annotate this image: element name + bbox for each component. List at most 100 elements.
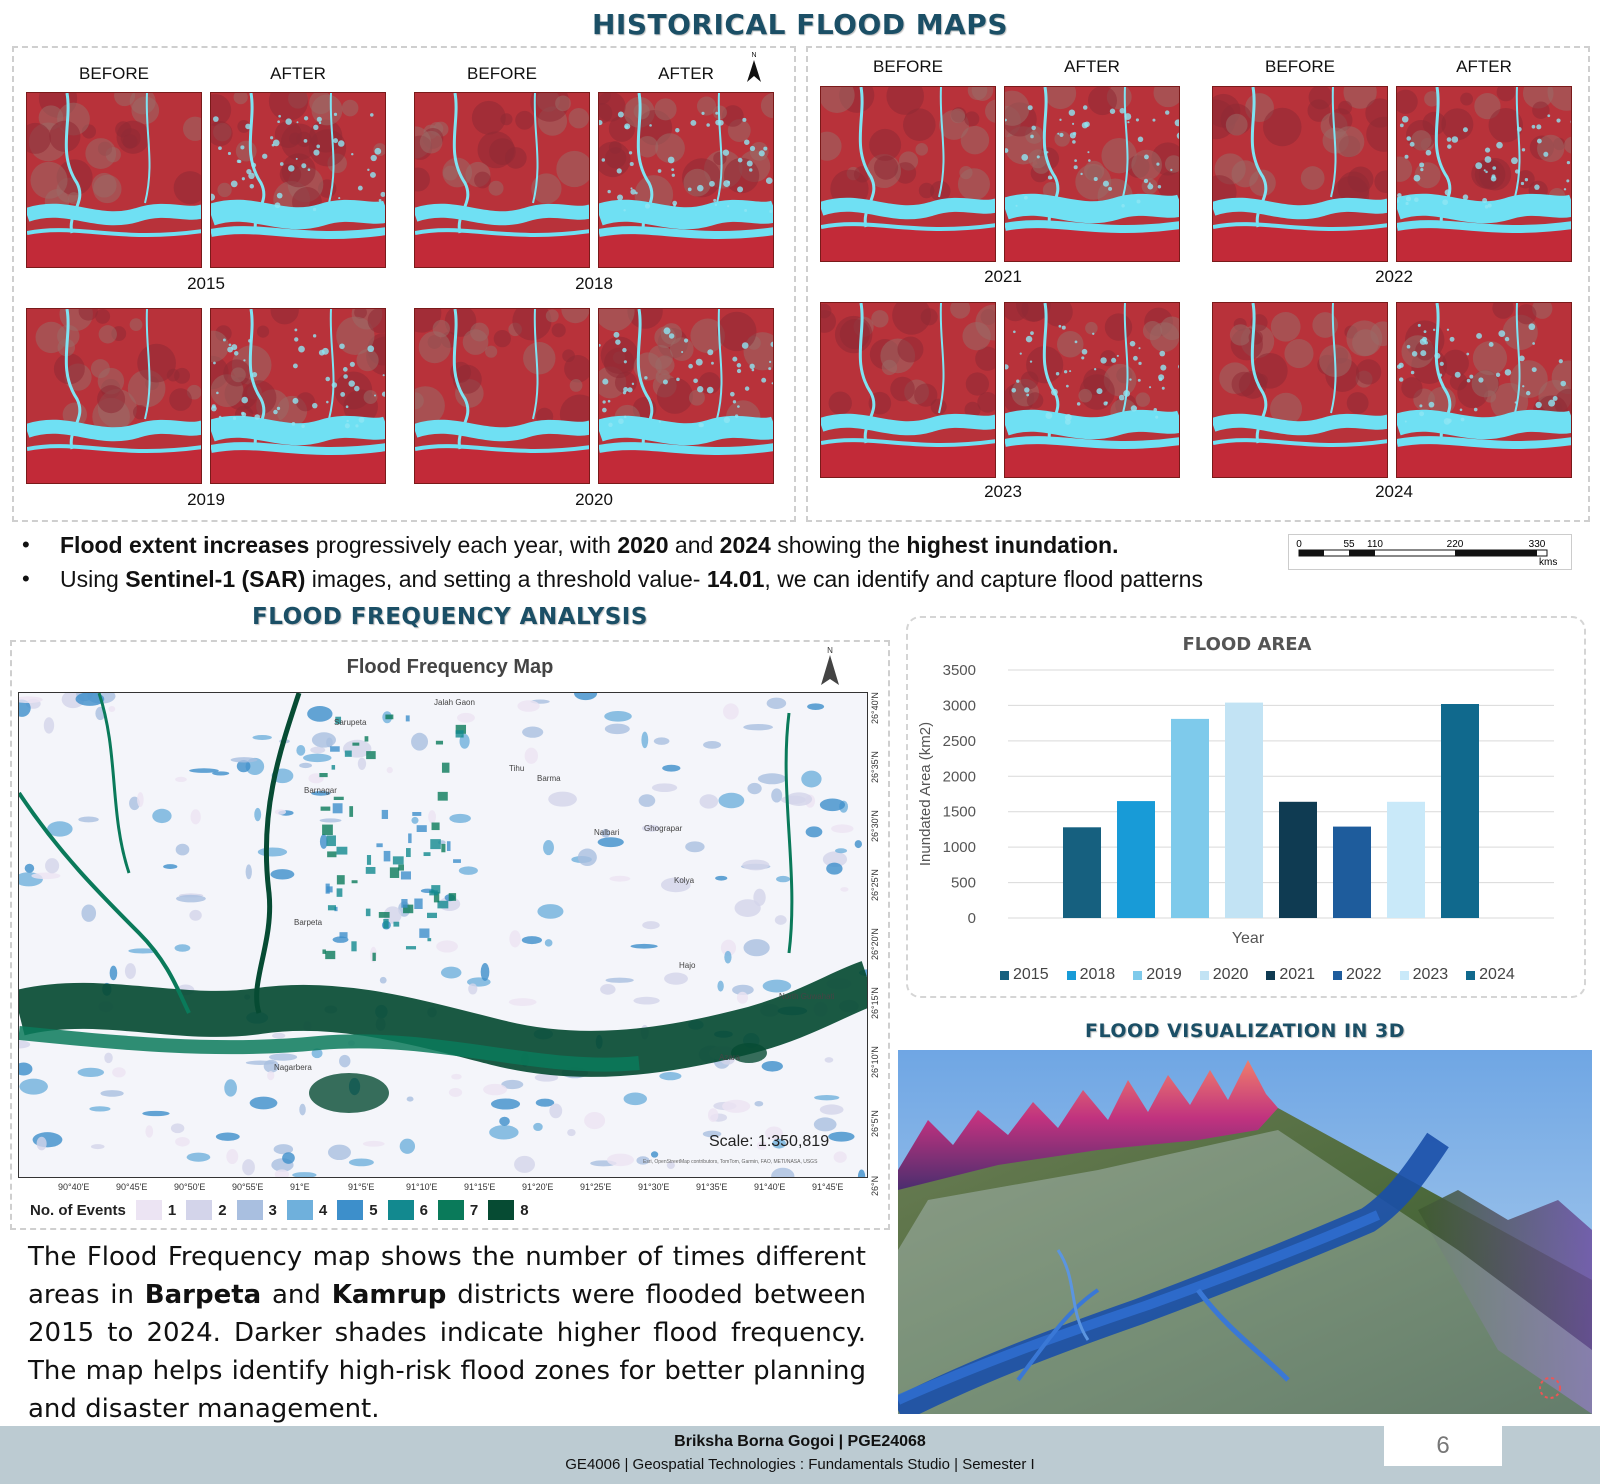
legend-label: 2021 (1279, 966, 1315, 983)
longitude-label: 91°5'E (348, 1182, 375, 1192)
events-swatch (236, 1200, 263, 1220)
longitude-label: 91°10'E (406, 1182, 438, 1192)
scale-tick: 55 (1343, 539, 1355, 550)
events-swatch (387, 1200, 414, 1220)
legend-label: 2015 (1013, 966, 1049, 983)
footer: Briksha Borna Gogoi | PGE24068 GE4006 | … (0, 1426, 1600, 1484)
place-label: Ghograpar (644, 824, 683, 833)
events-legend-title: No. of Events (30, 1201, 126, 1219)
desc-part: districts were flooded between 2015 to 2… (28, 1280, 866, 1424)
events-count-label: 4 (318, 1201, 328, 1219)
scale-tick: 220 (1447, 539, 1464, 550)
legend-swatch (1332, 970, 1342, 980)
finding-2-part: Using (60, 566, 126, 592)
frequency-map-title: Flood Frequency Map (346, 656, 554, 678)
y-axis-label: Inundated Area (km2) (917, 722, 934, 866)
year-label: 2018 (575, 274, 613, 293)
chart-title: FLOOD AREA (1183, 634, 1312, 655)
longitude-label: 90°45'E (116, 1182, 148, 1192)
before-label: BEFORE (467, 64, 537, 83)
place-label: Azara (719, 1053, 740, 1062)
finding-1-part: progressively each year, with (309, 532, 618, 558)
y-tick-label: 500 (951, 875, 976, 892)
after-label: AFTER (1064, 57, 1120, 76)
y-tick-label: 1000 (943, 839, 976, 856)
legend-swatch (1066, 970, 1076, 980)
legend-swatch (1266, 970, 1276, 980)
longitude-label: 90°40'E (58, 1182, 90, 1192)
longitude-label: 91°30'E (638, 1182, 670, 1192)
legend-item: 2021 (1266, 966, 1315, 984)
year-label: 2021 (984, 267, 1022, 286)
legend-swatch (1133, 970, 1143, 980)
legend-item: 2024 (1466, 966, 1515, 984)
events-count-label: 8 (520, 1201, 529, 1219)
viz3d-nav-icon (1539, 1377, 1561, 1399)
events-swatch (437, 1200, 464, 1220)
longitude-label: 91°20'E (522, 1182, 554, 1192)
after-satellite-image (598, 92, 774, 268)
bar-2020 (1225, 702, 1263, 918)
latitude-label: 26°20'N (870, 928, 880, 960)
scale-unit: kms (1539, 557, 1557, 568)
before-satellite-image (414, 308, 590, 484)
before-satellite-image (26, 308, 202, 484)
page-title: HISTORICAL FLOOD MAPS (592, 8, 1008, 41)
legend-label: 2020 (1212, 966, 1249, 983)
desc-part: Kamrup (331, 1280, 447, 1310)
legend-label: 2018 (1079, 966, 1116, 983)
latitude-label: 26°10'N (870, 1046, 880, 1078)
events-swatch (488, 1200, 515, 1220)
finding-2-part: images, and setting a threshold value- (305, 566, 707, 592)
chart-legend: 2015 2018 2019 2020 2021 2022 2023 2024 (1000, 966, 1533, 984)
bar-2022 (1333, 826, 1371, 918)
bar-2019 (1171, 718, 1209, 918)
year-label: 2022 (1375, 267, 1413, 286)
events-count-label: 6 (419, 1201, 428, 1219)
scale-tick: 0 (1296, 539, 1302, 550)
events-swatch (186, 1200, 213, 1220)
legend-label: 2023 (1412, 966, 1449, 983)
latitude-label: 26°25'N (870, 869, 880, 901)
frequency-map-panel (10, 640, 890, 1230)
place-label: Barma (537, 774, 561, 783)
place-label: Sarupeta (334, 718, 367, 727)
historical-left-panel (12, 46, 796, 522)
map-north-letter: N (827, 646, 833, 655)
legend-item: 2015 (1000, 966, 1049, 984)
legend-item: 2022 (1332, 966, 1382, 984)
place-label: Hajo (679, 961, 696, 970)
place-label: North Guwahati (779, 992, 835, 1001)
longitude-label: 90°55'E (232, 1182, 264, 1192)
events-legend: No. of Events 1 2 3 4 5 6 7 8 (30, 1200, 529, 1220)
flood-3d-view[interactable] (898, 1050, 1592, 1414)
footer-author: Briksha Borna Gogoi | PGE24068 (674, 1433, 926, 1450)
key-findings: • Flood extent increases progressively e… (22, 528, 1282, 596)
year-label: 2020 (575, 490, 613, 509)
before-satellite-image (26, 92, 202, 268)
y-tick-label: 3500 (943, 662, 976, 679)
desc-part: and (261, 1280, 332, 1310)
y-tick-label: 2500 (943, 733, 976, 750)
before-label: BEFORE (873, 57, 943, 76)
events-swatch (337, 1200, 364, 1220)
flood-frequency-map[interactable]: Sarupeta Barnagar Tihu Barma Nalbari Ghograpa… (18, 692, 868, 1178)
scale-tick: 330 (1529, 539, 1546, 550)
finding-2-part: 14.01 (706, 566, 765, 592)
flood-area-chart: FLOOD AREA 0 500 1000 1500 2000 2500 3000 3500 Ye… (906, 616, 1586, 996)
before-satellite-image (414, 92, 590, 268)
frequency-description: The Flood Frequency map shows the number… (28, 1238, 866, 1428)
finding-1-part: showing the (770, 532, 907, 558)
after-satellite-image (210, 92, 386, 268)
before-satellite-image (820, 302, 996, 478)
legend-swatch (1399, 970, 1409, 980)
after-satellite-image (1004, 86, 1180, 262)
legend-swatch (1000, 970, 1009, 980)
finding-1: • Flood extent increases progressively e… (22, 532, 1119, 558)
latitude-label: 26°30'N (870, 810, 880, 842)
bar-2015 (1063, 827, 1101, 918)
events-count-label: 5 (369, 1201, 378, 1219)
map-north-arrow-icon: N (820, 646, 840, 688)
flood-area-chart-panel (906, 616, 1586, 998)
events-swatch (135, 1200, 162, 1220)
